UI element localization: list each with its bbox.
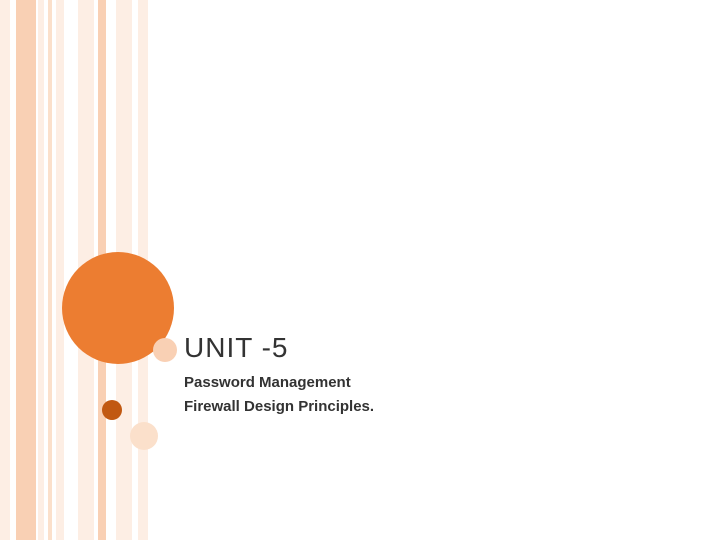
decorative-stripe <box>48 0 52 540</box>
slide-subtitle-2: Firewall Design Principles. <box>184 398 374 415</box>
decorative-stripe <box>16 0 36 540</box>
slide-subtitle-1: Password Management <box>184 374 351 391</box>
decorative-stripe <box>38 0 44 540</box>
decorative-circle <box>102 400 122 420</box>
slide-title: UNIT -5 <box>184 332 289 364</box>
decorative-circle <box>153 338 177 362</box>
decorative-circle <box>130 422 158 450</box>
decorative-stripe <box>56 0 64 540</box>
decorative-stripe <box>0 0 10 540</box>
